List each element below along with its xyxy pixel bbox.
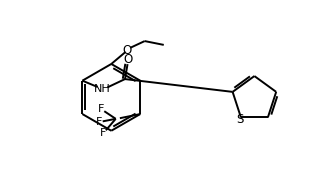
Text: S: S (237, 113, 244, 126)
Text: F: F (100, 128, 106, 138)
Text: F: F (98, 104, 105, 114)
Text: F: F (96, 117, 102, 127)
Text: NH: NH (94, 84, 110, 94)
Text: O: O (123, 53, 132, 66)
Text: O: O (122, 44, 132, 57)
